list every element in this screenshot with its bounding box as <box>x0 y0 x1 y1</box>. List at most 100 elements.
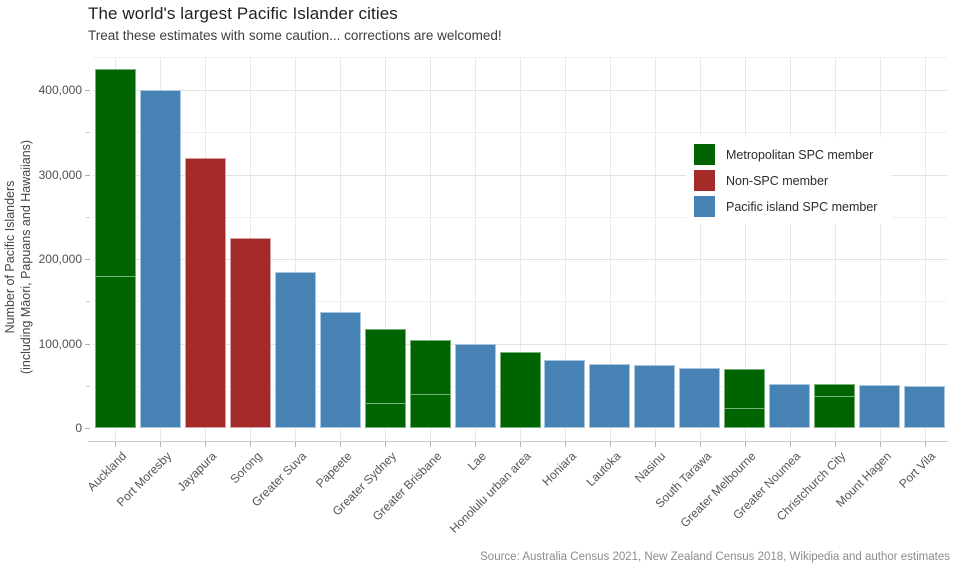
x-tick-mark <box>520 442 521 447</box>
x-tick-label: Greater Melbourne <box>677 449 759 531</box>
x-tick-label: Papeete <box>312 449 355 491</box>
vertical-gridline <box>924 57 926 441</box>
x-tick-mark <box>340 442 342 447</box>
bar-papeete <box>319 312 361 428</box>
bar-nasinu <box>634 364 676 428</box>
bar-stack-boundary <box>814 395 856 428</box>
x-tick-label: Port Vila <box>896 449 939 491</box>
bar-christchurch-city <box>814 384 856 428</box>
vertical-gridline <box>789 57 791 441</box>
y-tick-mark <box>85 259 90 260</box>
bar-greater-noumea <box>769 384 811 428</box>
source-caption: Source: Australia Census 2021, New Zeala… <box>480 551 950 563</box>
x-tick-label: Honiara <box>539 449 579 489</box>
y-tick-label: 0 <box>75 421 82 435</box>
x-tick-mark <box>430 442 432 447</box>
bar-honolulu-urban-area <box>499 351 541 428</box>
y-tick-mark <box>85 174 90 176</box>
legend-swatch-icon <box>694 144 715 165</box>
x-tick-mark <box>295 442 297 447</box>
vertical-gridline <box>520 57 521 441</box>
x-tick-mark <box>385 442 387 447</box>
bar-greater-suva <box>274 271 316 428</box>
legend-label: Pacific island SPC member <box>726 199 878 214</box>
x-tick-mark <box>564 442 566 447</box>
bar-jayapura <box>184 157 226 428</box>
vertical-gridline <box>609 57 611 441</box>
bar-port-moresby <box>139 90 181 428</box>
chart-title: The world's largest Pacific Islander cit… <box>88 4 398 23</box>
legend: Metropolitan SPC member Non-SPC member Pac… <box>686 137 892 224</box>
y-tick-label: 300,000 <box>38 167 82 182</box>
x-tick-mark <box>699 442 701 447</box>
legend-item-2: Pacific island SPC member <box>694 196 877 217</box>
major-gridline <box>93 90 947 91</box>
y-tick-mark <box>85 428 90 429</box>
x-tick-label: Lae <box>464 449 489 474</box>
y-minor-tick-mark <box>86 385 90 387</box>
y-minor-tick-mark <box>86 132 90 134</box>
x-tick-label: Lautoka <box>583 449 624 490</box>
legend-item-1: Non-SPC member <box>694 170 877 191</box>
x-tick-mark <box>205 442 207 447</box>
vertical-gridline <box>340 57 342 441</box>
legend-swatch-icon <box>694 170 715 191</box>
minor-gridline <box>93 301 947 303</box>
major-gridline <box>93 259 947 260</box>
x-tick-mark <box>654 442 656 447</box>
bar-lautoka <box>589 363 631 428</box>
legend-item-0: Metropolitan SPC member <box>694 144 877 165</box>
major-gridline <box>93 343 947 345</box>
x-tick-mark <box>609 442 611 447</box>
bar-sorong <box>229 237 271 428</box>
bar-greater-sydney <box>364 329 406 428</box>
bar-south-tarawa <box>679 368 721 428</box>
x-tick-mark <box>475 442 477 447</box>
y-tick-mark <box>85 343 90 345</box>
y-tick-mark <box>85 90 90 91</box>
x-tick-mark <box>160 442 162 447</box>
vertical-gridline <box>385 57 387 441</box>
vertical-gridline <box>879 57 881 441</box>
x-tick-label: Sorong <box>226 449 265 487</box>
bar-auckland <box>94 68 136 428</box>
vertical-gridline <box>564 57 566 441</box>
bar-lae <box>454 343 496 428</box>
bar-stack-boundary <box>364 402 406 428</box>
y-minor-tick-mark <box>86 301 90 303</box>
minor-gridline <box>93 132 947 134</box>
vertical-gridline <box>834 57 836 441</box>
x-tick-mark <box>924 442 926 447</box>
legend-label: Metropolitan SPC member <box>726 147 874 162</box>
vertical-gridline <box>654 57 656 441</box>
x-axis-line <box>88 441 948 442</box>
bar-honiara <box>544 360 586 428</box>
x-tick-label: Nasinu <box>632 449 669 486</box>
bar-stack-boundary <box>409 394 451 428</box>
x-tick-mark <box>115 442 117 447</box>
panel-top-gridline <box>93 57 947 58</box>
legend-label: Non-SPC member <box>726 173 829 188</box>
chart-subtitle: Treat these estimates with some caution.… <box>88 28 502 43</box>
bar-port-vila <box>904 385 946 428</box>
bar-greater-brisbane <box>409 340 451 428</box>
y-tick-label: 400,000 <box>38 83 82 97</box>
x-tick-mark <box>834 442 836 447</box>
x-tick-mark <box>789 442 791 447</box>
y-tick-label: 100,000 <box>38 336 82 351</box>
x-tick-label: Honolulu urban area <box>447 449 534 536</box>
bar-mount-hagen <box>859 384 901 428</box>
vertical-gridline <box>699 57 701 441</box>
x-tick-mark <box>744 442 746 447</box>
bar-stack-boundary <box>94 275 136 428</box>
x-tick-label: Auckland <box>84 449 130 494</box>
x-tick-mark <box>879 442 881 447</box>
vertical-gridline <box>744 57 746 441</box>
y-tick-label: 200,000 <box>38 252 82 266</box>
major-gridline <box>93 174 947 176</box>
x-tick-mark <box>250 442 252 447</box>
vertical-gridline <box>475 57 477 441</box>
legend-swatch-icon <box>694 196 715 217</box>
